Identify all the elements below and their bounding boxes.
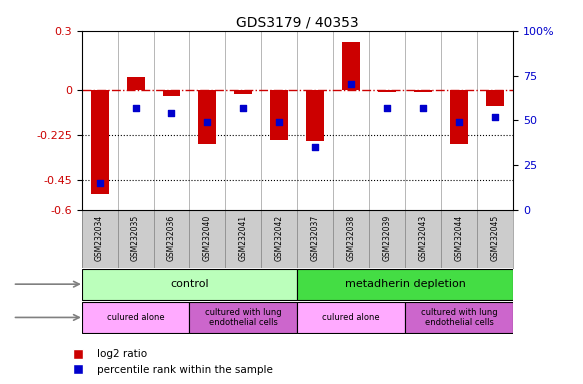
Text: culured alone: culured alone <box>107 313 164 322</box>
Bar <box>189 210 226 268</box>
Bar <box>153 210 189 268</box>
Text: GSM232042: GSM232042 <box>275 215 284 261</box>
Point <box>95 180 104 186</box>
Text: GSM232036: GSM232036 <box>167 215 176 261</box>
Bar <box>163 91 181 96</box>
Point <box>346 81 356 88</box>
Bar <box>271 91 289 140</box>
Bar <box>342 42 360 91</box>
Bar <box>486 91 504 106</box>
Bar <box>198 91 216 144</box>
Text: GSM232034: GSM232034 <box>95 215 104 261</box>
Bar <box>90 91 108 194</box>
Bar <box>306 91 324 141</box>
Bar <box>82 268 297 300</box>
Legend: log2 ratio, percentile rank within the sample: log2 ratio, percentile rank within the s… <box>64 345 277 379</box>
Bar <box>441 210 477 268</box>
Bar <box>450 91 468 144</box>
Bar <box>226 210 261 268</box>
Text: GSM232038: GSM232038 <box>347 215 356 261</box>
Point <box>490 114 500 120</box>
Text: GSM232045: GSM232045 <box>490 215 500 261</box>
Point <box>167 110 176 116</box>
Text: GSM232043: GSM232043 <box>419 215 428 261</box>
Bar <box>378 91 396 93</box>
Bar <box>118 210 153 268</box>
Text: GSM232040: GSM232040 <box>203 215 212 261</box>
Bar <box>127 76 145 91</box>
Text: GSM232039: GSM232039 <box>382 215 392 261</box>
Point <box>275 119 284 125</box>
Text: culured alone: culured alone <box>322 313 380 322</box>
Text: GSM232035: GSM232035 <box>131 215 140 261</box>
Point <box>419 105 428 111</box>
Bar <box>333 210 369 268</box>
Bar <box>234 91 252 94</box>
Bar <box>369 210 405 268</box>
Bar <box>82 210 118 268</box>
Bar <box>297 302 405 333</box>
Bar <box>405 210 441 268</box>
Bar <box>414 91 432 93</box>
Point <box>131 105 140 111</box>
Point <box>454 119 463 125</box>
Text: cultured with lung
endothelial cells: cultured with lung endothelial cells <box>205 308 282 327</box>
Title: GDS3179 / 40353: GDS3179 / 40353 <box>236 16 359 30</box>
Text: GSM232044: GSM232044 <box>455 215 463 261</box>
Point <box>238 105 248 111</box>
Text: control: control <box>170 279 209 289</box>
Point <box>203 119 212 125</box>
Text: GSM232041: GSM232041 <box>239 215 248 261</box>
Point <box>311 144 320 150</box>
Bar <box>82 302 189 333</box>
Bar <box>189 302 297 333</box>
Point <box>382 105 392 111</box>
Text: metadherin depletion: metadherin depletion <box>345 279 466 289</box>
Bar <box>297 210 333 268</box>
Bar <box>405 302 513 333</box>
Text: cultured with lung
endothelial cells: cultured with lung endothelial cells <box>421 308 497 327</box>
Bar <box>297 268 513 300</box>
Bar <box>261 210 297 268</box>
Bar <box>477 210 513 268</box>
Text: GSM232037: GSM232037 <box>311 215 320 261</box>
